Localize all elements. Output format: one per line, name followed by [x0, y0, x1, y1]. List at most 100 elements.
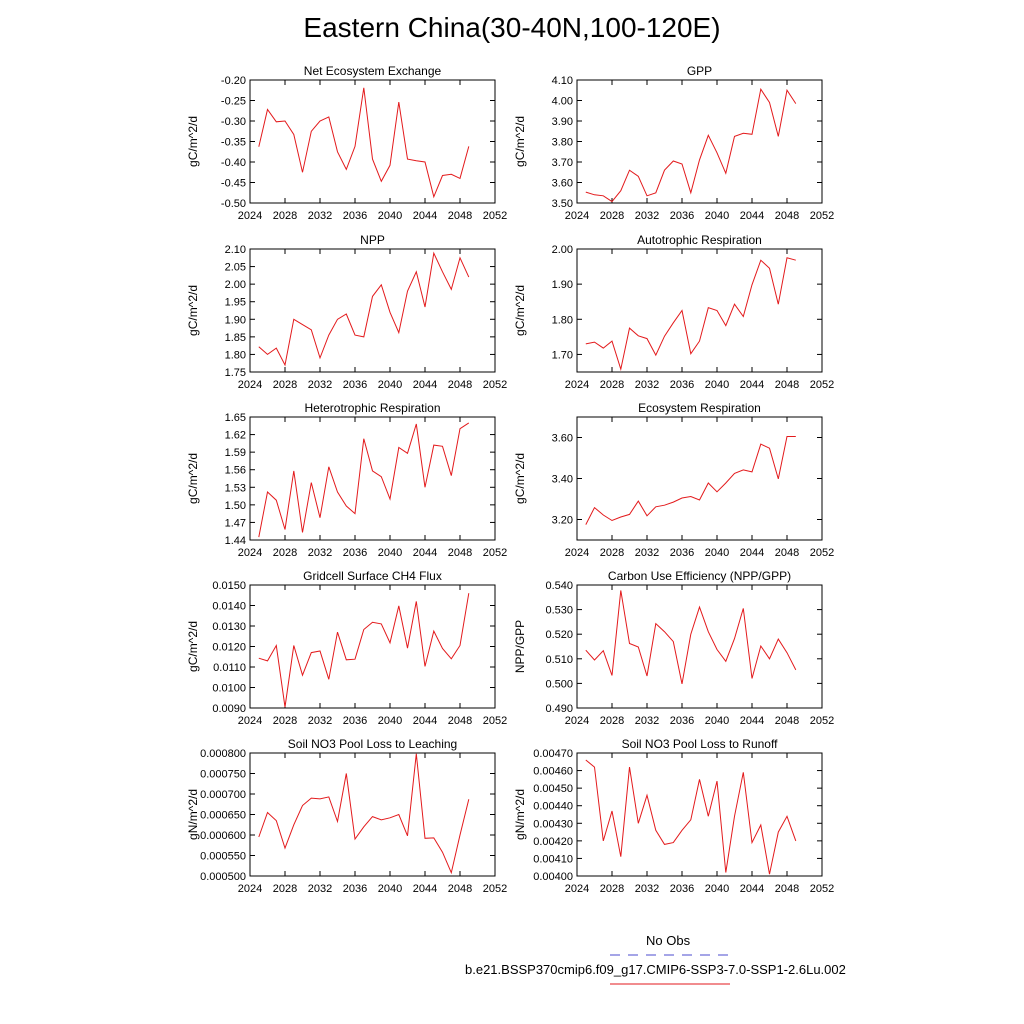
panel-frame [249, 584, 496, 709]
panel-title: Net Ecosystem Exchange [304, 64, 442, 78]
panel-title: Gridcell Surface CH4 Flux [303, 569, 442, 583]
y-tick-label: 3.80 [552, 137, 573, 149]
legend-label-model-run: b.e21.BSSP370cmip6.f09_g17.CMIP6-SSP3-7.… [465, 962, 846, 977]
x-tick-label: 2028 [273, 547, 297, 559]
series-line [258, 422, 470, 538]
x-tick-label: 2040 [705, 715, 729, 727]
x-tick-label: 2052 [483, 379, 507, 391]
y-tick-label: 0.510 [545, 654, 573, 666]
y-tick-label: 0.0110 [213, 662, 246, 674]
y-tick-label: 1.47 [225, 517, 246, 529]
x-tick-label: 2028 [600, 547, 624, 559]
panel-9: Soil NO3 Pool Loss to Runoff gN/m^2/d 2024… [513, 737, 834, 895]
x-tick-label: 2040 [705, 547, 729, 559]
x-tick-label: 2052 [810, 379, 834, 391]
x-tick-label: 2036 [670, 715, 694, 727]
x-tick-label: 2032 [635, 715, 659, 727]
y-tick-label: 0.00400 [533, 871, 573, 883]
x-tick-label: 2044 [740, 715, 764, 727]
y-tick-label: 3.20 [552, 515, 573, 527]
x-tick-label: 2044 [740, 547, 764, 559]
panel-title: Ecosystem Respiration [638, 401, 761, 415]
panel-frame [249, 248, 496, 373]
x-tick-label: 2024 [238, 715, 262, 727]
panel-8: Soil NO3 Pool Loss to Leaching gN/m^2/d 20… [186, 737, 507, 895]
x-tick-label: 2036 [343, 379, 367, 391]
panel-title: Soil NO3 Pool Loss to Runoff [622, 737, 779, 751]
legend-label-no-obs: No Obs [646, 933, 691, 948]
y-tick-label: 4.10 [552, 75, 573, 87]
panel-3: Autotrophic Respiration gC/m^2/d 2024 2028 2… [513, 233, 834, 391]
y-tick-label: 0.000650 [200, 810, 246, 822]
y-tick-label: 0.0090 [212, 703, 246, 715]
x-tick-label: 2032 [308, 379, 332, 391]
panel-1: GPP gC/m^2/d 2024 2028 2032 2036 2040 2044 2048 2… [513, 64, 834, 222]
y-tick-label: 0.000700 [200, 789, 246, 801]
y-tick-label: 1.53 [225, 482, 246, 494]
x-tick-label: 2036 [670, 547, 694, 559]
x-tick-label: 2028 [600, 210, 624, 222]
y-axis-label: gC/m^2/d [513, 116, 527, 167]
panel-frame [576, 752, 823, 877]
x-tick-label: 2040 [378, 210, 402, 222]
x-tick-label: 2048 [775, 715, 799, 727]
x-tick-label: 2032 [308, 547, 332, 559]
y-tick-label: 1.56 [225, 465, 246, 477]
y-tick-label: 0.0140 [212, 601, 246, 613]
y-tick-label: 0.00460 [533, 766, 573, 778]
y-axis-label: NPP/GPP [513, 620, 527, 673]
y-tick-label: 0.000750 [200, 769, 246, 781]
y-tick-label: 3.90 [552, 116, 573, 128]
panel-4: Heterotrophic Respiration gC/m^2/d 2024 202… [186, 401, 507, 559]
y-tick-label: 1.80 [552, 314, 573, 326]
y-tick-label: 0.0120 [212, 642, 246, 654]
panel-frame [576, 416, 823, 541]
x-tick-label: 2040 [378, 547, 402, 559]
x-tick-label: 2044 [413, 379, 437, 391]
x-tick-label: 2028 [273, 379, 297, 391]
x-tick-label: 2028 [273, 210, 297, 222]
y-tick-label: 3.60 [552, 178, 573, 190]
x-tick-label: 2044 [740, 883, 764, 895]
y-axis-label: gC/m^2/d [186, 621, 200, 672]
y-tick-label: 0.00430 [533, 818, 573, 830]
y-tick-label: 1.62 [225, 430, 246, 442]
x-tick-label: 2048 [775, 547, 799, 559]
x-tick-label: 2048 [448, 883, 472, 895]
y-tick-label: -0.20 [221, 75, 246, 87]
x-tick-label: 2048 [448, 210, 472, 222]
y-tick-label: 1.85 [225, 332, 246, 344]
y-tick-label: 0.520 [545, 629, 573, 641]
y-tick-label: 3.60 [552, 433, 573, 445]
y-tick-label: 0.00470 [533, 748, 573, 760]
panel-title: Soil NO3 Pool Loss to Leaching [288, 737, 457, 751]
x-tick-label: 2024 [238, 210, 262, 222]
y-axis-label: gC/m^2/d [513, 453, 527, 504]
x-tick-label: 2036 [343, 883, 367, 895]
y-tick-label: -0.35 [221, 137, 246, 149]
y-tick-label: 1.44 [225, 535, 246, 547]
x-tick-label: 2040 [705, 379, 729, 391]
x-tick-label: 2024 [565, 210, 589, 222]
y-tick-label: 2.10 [225, 244, 246, 256]
x-tick-label: 2044 [413, 547, 437, 559]
x-tick-label: 2048 [775, 210, 799, 222]
x-tick-label: 2024 [565, 715, 589, 727]
panel-title: NPP [360, 233, 385, 247]
panel-title: Carbon Use Efficiency (NPP/GPP) [608, 569, 791, 583]
y-tick-label: 2.05 [225, 262, 246, 274]
x-tick-label: 2040 [378, 883, 402, 895]
panel-title: Autotrophic Respiration [637, 233, 762, 247]
panel-frame [249, 416, 496, 541]
x-tick-label: 2044 [740, 379, 764, 391]
y-axis-label: gC/m^2/d [513, 285, 527, 336]
panel-2: NPP gC/m^2/d 2024 2028 2032 2036 2040 2044 2048 2… [186, 233, 507, 391]
y-tick-label: 1.90 [225, 314, 246, 326]
y-axis-label: gN/m^2/d [186, 789, 200, 840]
y-tick-label: 3.40 [552, 474, 573, 486]
series-line [585, 590, 797, 685]
x-tick-label: 2032 [635, 883, 659, 895]
y-tick-label: 4.00 [552, 96, 573, 108]
y-tick-label: 1.80 [225, 349, 246, 361]
y-tick-label: 2.00 [225, 279, 246, 291]
